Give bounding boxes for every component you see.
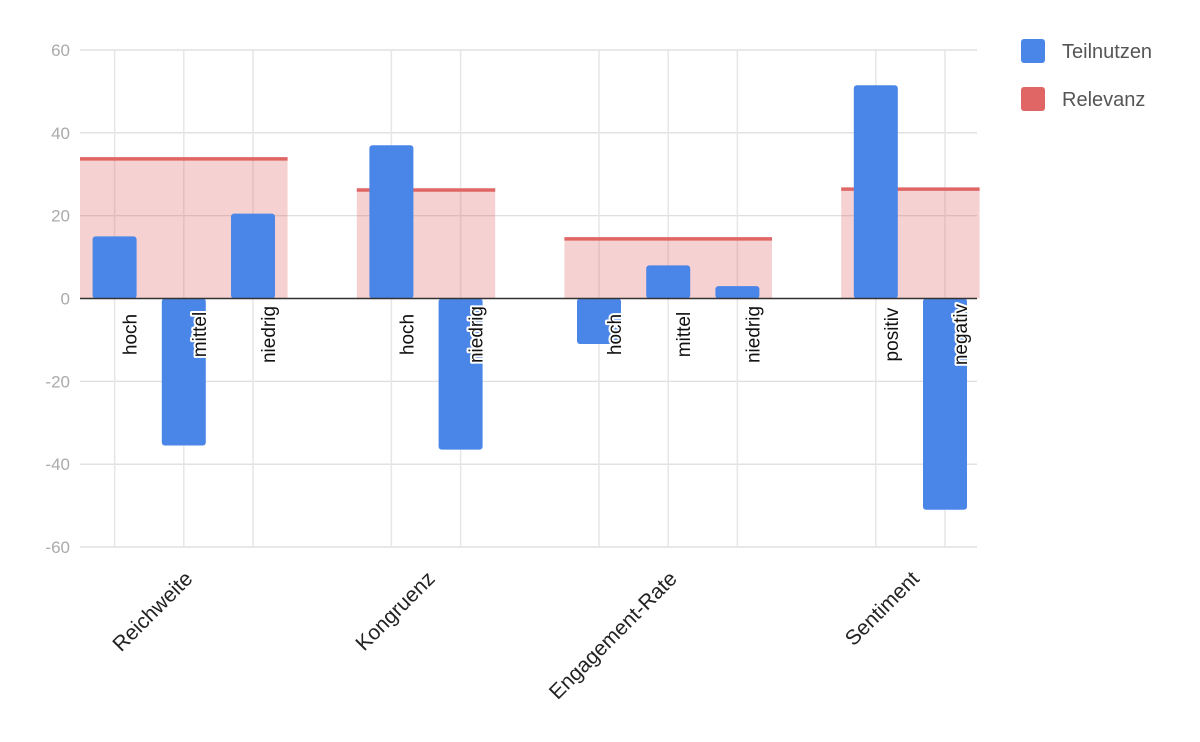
y-tick-label: -40 — [45, 455, 70, 474]
category-label: Sentiment — [841, 567, 924, 650]
bar-level-label: hoch — [397, 314, 418, 355]
bar-level-label: niedrig — [467, 306, 488, 363]
bars — [92, 85, 967, 510]
bar-level-label: niedrig — [743, 306, 764, 363]
bar-level-label: mittel — [674, 312, 695, 357]
legend-label-teilnutzen: Teilnutzen — [1062, 41, 1152, 63]
y-tick-label: 20 — [51, 207, 70, 226]
bar — [92, 236, 137, 299]
bar-level-label: negativ — [951, 303, 972, 365]
bar — [161, 298, 206, 446]
category-label: Engagement-Rate — [545, 567, 682, 704]
bar — [231, 213, 275, 299]
y-tick-label: -20 — [45, 372, 70, 391]
y-tick-label: -60 — [45, 538, 70, 557]
bar — [369, 145, 414, 299]
bar — [646, 265, 691, 299]
labels: hoch mittel niedrig Reichweite hoch niedrig Ko… — [108, 301, 974, 704]
relevance-areas — [80, 157, 980, 299]
legend: Teilnutzen Relevanz — [1021, 39, 1152, 111]
legend-swatch-teilnutzen — [1021, 39, 1045, 63]
category-label: Reichweite — [108, 567, 197, 656]
category-label: Kongruenz — [351, 567, 439, 655]
axes: 60 40 20 0 -20 -40 -60 — [45, 41, 977, 557]
bar — [438, 298, 483, 450]
bar — [853, 85, 898, 299]
bar — [923, 298, 967, 510]
bar — [577, 298, 621, 345]
bar — [715, 286, 760, 299]
legend-label-relevanz: Relevanz — [1062, 89, 1145, 111]
bar-level-label: hoch — [605, 314, 626, 355]
y-tick-label: 0 — [61, 290, 70, 309]
bar-level-label: hoch — [121, 314, 142, 355]
legend-swatch-relevanz — [1021, 87, 1045, 111]
y-tick-label: 40 — [51, 124, 70, 143]
bar-level-label: niedrig — [259, 306, 280, 363]
y-tick-label: 60 — [51, 41, 70, 60]
bar-level-label: mittel — [190, 312, 211, 357]
bar-level-label: positiv — [882, 307, 903, 361]
